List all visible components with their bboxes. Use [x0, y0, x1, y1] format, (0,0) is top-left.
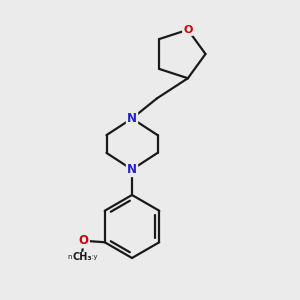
Text: N: N [127, 163, 137, 176]
Text: CH₃: CH₃ [72, 252, 92, 262]
Text: methoxy: methoxy [67, 254, 98, 260]
Text: N: N [127, 112, 137, 125]
Text: O: O [79, 234, 89, 247]
Text: O: O [183, 25, 193, 35]
